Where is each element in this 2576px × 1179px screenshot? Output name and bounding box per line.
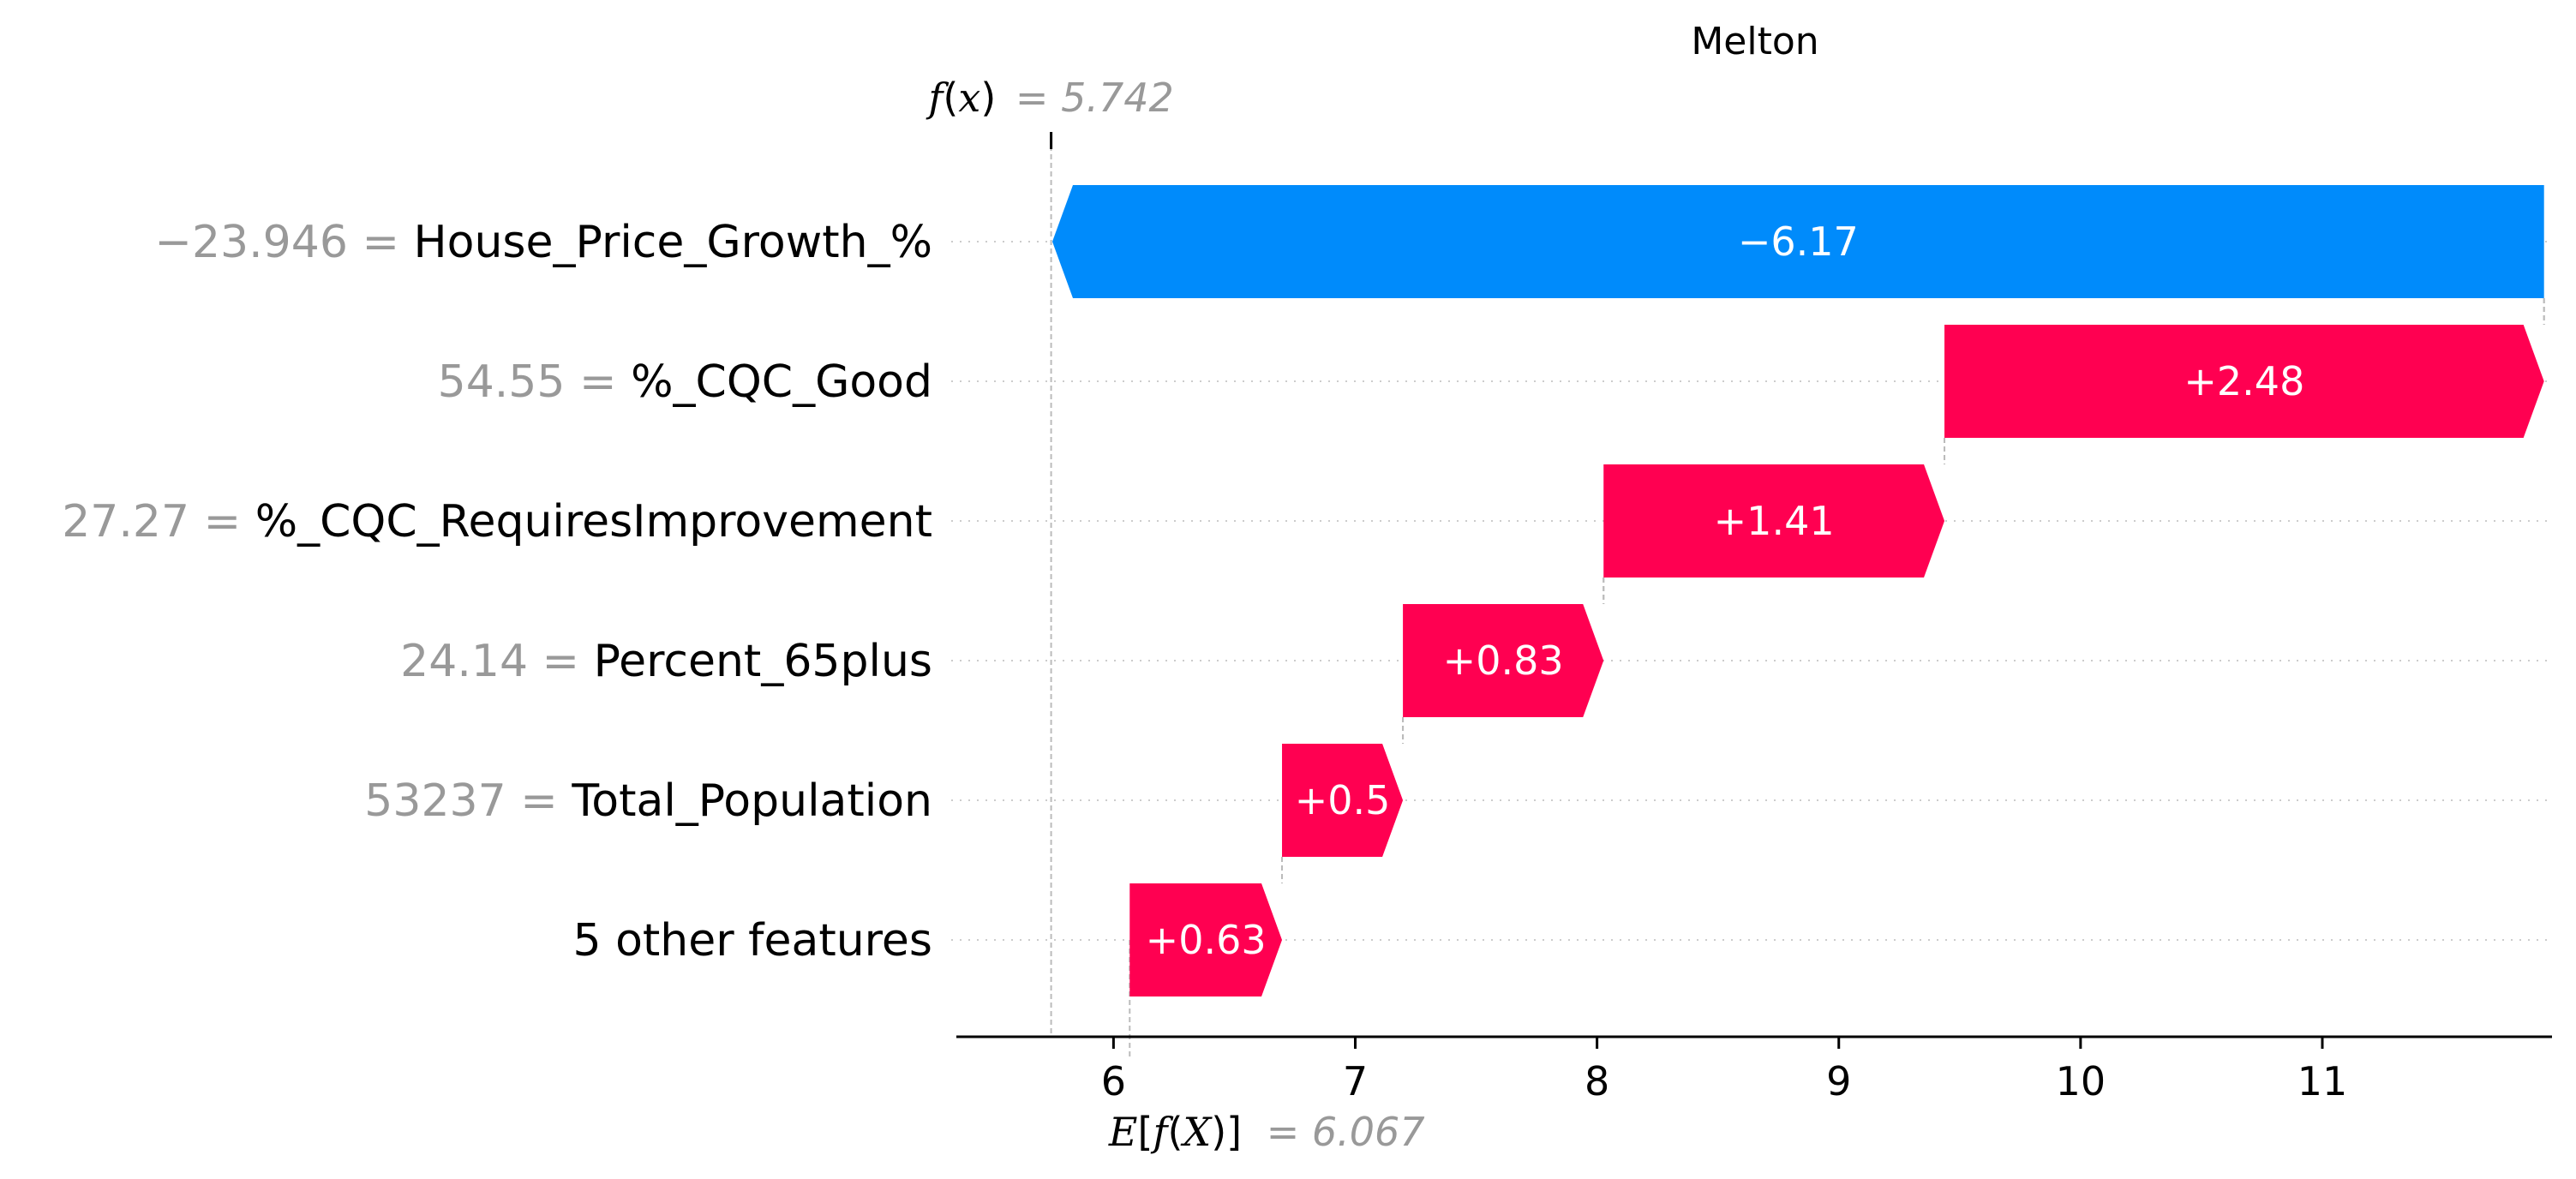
bar-value-label: +0.5 bbox=[1295, 777, 1391, 823]
feature-label: 24.14 = Percent_65plus bbox=[400, 636, 932, 687]
output-value-annotation: f(x) = 5.742 bbox=[926, 75, 1173, 121]
base-value: 6.067 bbox=[1312, 1109, 1425, 1155]
feature-name: Percent_65plus bbox=[594, 636, 932, 687]
feature-value: 53237 = bbox=[364, 775, 572, 827]
feature-labels: −23.946 = House_Price_Growth_% 54.55 = %_… bbox=[62, 217, 932, 967]
x-tick-label: 7 bbox=[1343, 1058, 1368, 1104]
bar-2 bbox=[1944, 325, 2544, 438]
feature-name: %_CQC_RequiresImprovement bbox=[255, 496, 932, 548]
bar-1 bbox=[1052, 185, 2544, 298]
x-axis: 6 7 8 9 10 11 bbox=[956, 1035, 2552, 1104]
x-tick-label: 11 bbox=[2297, 1058, 2348, 1104]
feature-value: 27.27 = bbox=[62, 496, 255, 548]
feature-value: −23.946 = bbox=[154, 217, 413, 268]
feature-label: 5 other features bbox=[572, 915, 932, 967]
feature-label: −23.946 = House_Price_Growth_% bbox=[154, 217, 932, 268]
feature-value: 24.14 = bbox=[400, 636, 594, 687]
bar-value-label: −6.17 bbox=[1738, 218, 1859, 265]
bar-value-label: +1.41 bbox=[1714, 498, 1835, 544]
bar-value-label: +0.63 bbox=[1146, 917, 1267, 963]
bar-value-label: +0.83 bbox=[1443, 637, 1564, 684]
chart-title: Melton bbox=[1691, 20, 1818, 63]
feature-label: 53237 = Total_Population bbox=[364, 775, 932, 827]
output-value: 5.742 bbox=[1061, 75, 1174, 121]
feature-label: 54.55 = %_CQC_Good bbox=[438, 356, 932, 408]
bars: −6.17 +2.48 +1.41 +0.83 +0.5 +0.63 bbox=[1052, 185, 2544, 996]
feature-label: 27.27 = %_CQC_RequiresImprovement bbox=[62, 496, 932, 548]
x-tick-label: 9 bbox=[1826, 1058, 1851, 1104]
bar-value-label: +2.48 bbox=[2184, 358, 2304, 404]
bar-4 bbox=[1403, 604, 1604, 717]
bar-3 bbox=[1603, 464, 1945, 578]
feature-name: %_CQC_Good bbox=[631, 356, 932, 408]
base-value-annotation: E[f(X)] = 6.067 bbox=[1108, 1109, 1425, 1155]
feature-value: 54.55 = bbox=[438, 356, 632, 408]
feature-name: 5 other features bbox=[572, 915, 932, 967]
feature-name: House_Price_Growth_% bbox=[414, 217, 932, 268]
bar-5 bbox=[1282, 744, 1404, 857]
x-tick-label: 10 bbox=[2056, 1058, 2106, 1104]
x-tick-label: 8 bbox=[1585, 1058, 1609, 1104]
bar-6 bbox=[1129, 883, 1283, 996]
x-tick-label: 6 bbox=[1101, 1058, 1126, 1104]
feature-name: Total_Population bbox=[571, 775, 932, 827]
